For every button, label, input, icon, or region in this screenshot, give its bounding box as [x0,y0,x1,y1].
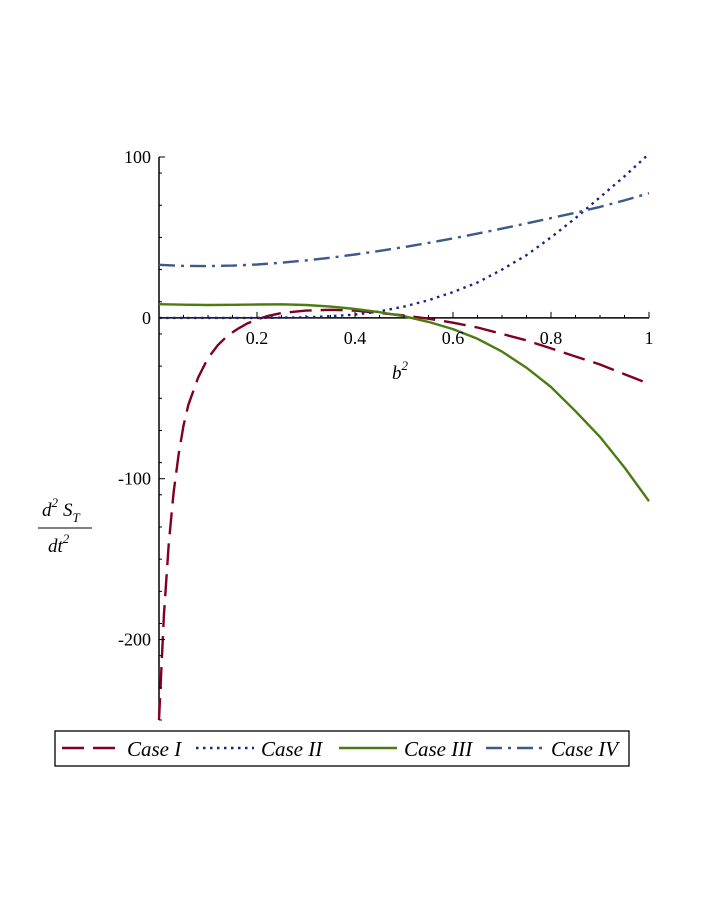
plot-lines [157,152,650,721]
x-tick-label: 1 [645,328,654,348]
ticks: 0.2 0.4 0.6 0.8 1 100 0 -100 -200 [118,147,654,721]
x-axis-label-main: b [392,363,402,384]
legend-label: Case I [127,737,182,761]
x-tick-label: 0.4 [344,328,367,348]
y-tick-label: -200 [118,630,151,650]
x-tick-label: 0.6 [442,328,465,348]
legend-label: Case II [261,737,323,761]
x-tick-label: 0.8 [540,328,563,348]
y-axis-label-denominator: dt2 [48,531,70,557]
y-tick-label: 100 [124,147,151,167]
legend: Case I Case II Case III Case IV [54,730,630,767]
series-line-case-i [157,308,650,721]
x-axis-label: b2 [392,358,409,384]
legend-label: Case III [404,737,473,761]
y-axis-label-num-sub: T [73,510,81,525]
series-line-case-iv [158,192,650,268]
axes [158,157,649,720]
series-line-case-ii [159,152,650,320]
y-axis-label-numerator: d2 ST [42,495,81,525]
y-axis-label-den-main: dt [48,536,64,557]
series-line-case-iii [158,303,650,502]
y-axis-label-num-sup: 2 [52,495,59,510]
y-axis-label-num-s: S [63,500,73,521]
x-tick-label: 0.2 [246,328,269,348]
y-axis-label: d2 ST dt2 [38,495,92,557]
legend-label: Case IV [551,737,620,761]
y-tick-label: 0 [142,308,151,328]
y-tick-label: -100 [118,469,151,489]
y-axis-label-den-sup: 2 [63,531,70,546]
x-axis-label-sup: 2 [402,358,409,373]
y-axis-label-num-main: d [42,500,52,521]
